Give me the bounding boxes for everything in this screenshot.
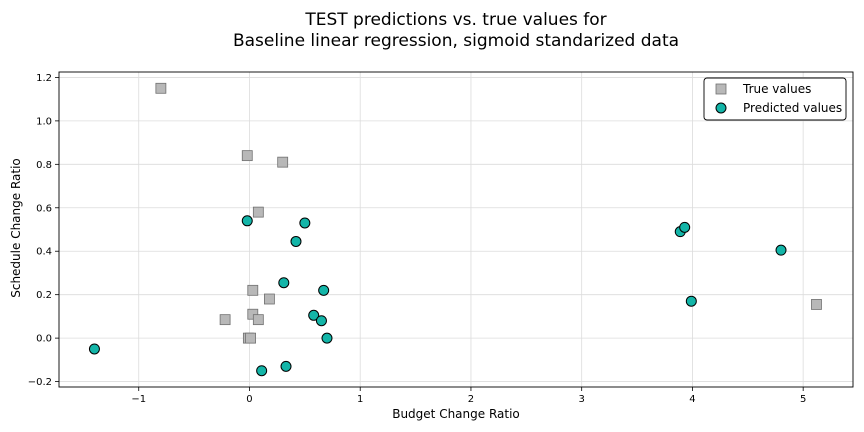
- y-tick-label: 1.0: [36, 116, 52, 127]
- true-value-point: [247, 284, 259, 296]
- predicted-value-point: [256, 365, 268, 377]
- true-value-point: [264, 293, 275, 305]
- x-tick-label: 3: [579, 394, 585, 405]
- predicted-value-point: [278, 277, 290, 289]
- x-axis-label: Budget Change Ratio: [392, 407, 520, 421]
- predicted-value-point: [308, 309, 320, 321]
- predicted-value-point: [290, 235, 302, 247]
- x-tick-label: 1: [357, 394, 363, 405]
- true-value-point: [247, 308, 259, 320]
- y-tick-label: 0.6: [36, 203, 52, 214]
- predicted-value-point: [775, 244, 787, 256]
- x-tick-label: 5: [800, 394, 806, 405]
- chart-title-line-2: Baseline linear regression, sigmoid stan…: [233, 31, 679, 51]
- legend-predicted-values-label: Predicted values: [743, 101, 842, 115]
- x-tick-label: 2: [468, 394, 474, 405]
- y-tick-label: 0.4: [36, 247, 52, 258]
- legend-true-values-marker: [715, 83, 727, 95]
- true-value-point: [155, 82, 167, 94]
- true-value-point: [277, 156, 289, 168]
- predicted-value-point: [299, 217, 311, 229]
- true-value-point: [219, 314, 231, 326]
- y-tick-label: 0.0: [36, 334, 52, 345]
- predicted-value-point: [241, 215, 253, 227]
- plot-area-frame: [58, 71, 854, 388]
- y-axis-label: Schedule Change Ratio: [9, 158, 23, 298]
- true-value-point: [241, 150, 253, 162]
- grid-lines: [59, 72, 853, 387]
- true-value-point: [245, 332, 256, 344]
- predicted-value-point: [318, 284, 330, 296]
- predicted-value-point: [88, 343, 100, 355]
- true-value-point: [811, 299, 822, 310]
- chart-title-line-1: TEST predictions vs. true values for: [304, 10, 606, 30]
- legend-predicted-values-marker: [715, 102, 727, 114]
- predicted-value-point: [321, 332, 333, 344]
- legend-box: [703, 77, 847, 121]
- predicted-value-point: [679, 221, 691, 233]
- legend: True values Predicted values: [703, 77, 847, 121]
- y-tick-label: 1.2: [36, 73, 52, 84]
- x-tick-label: −1: [131, 394, 146, 405]
- x-tick-label: 4: [689, 394, 695, 405]
- predicted-value-point: [280, 360, 292, 372]
- data-points: [88, 82, 822, 377]
- true-value-point: [252, 206, 264, 218]
- y-tick-label: 0.2: [36, 290, 52, 301]
- predicted-value-point: [315, 315, 327, 327]
- y-tick-label: −0.2: [28, 377, 52, 388]
- predicted-value-point: [685, 295, 697, 307]
- legend-true-values-label: True values: [742, 82, 811, 96]
- axis-ticks: −1 0 1 2 3 4 5 −0.2 0.0 0.2 0.4 0.6 0.8 1.0 1.2: [28, 73, 807, 405]
- true-value-point: [252, 314, 264, 326]
- y-tick-label: 0.8: [36, 160, 52, 171]
- x-tick-label: 0: [246, 394, 252, 405]
